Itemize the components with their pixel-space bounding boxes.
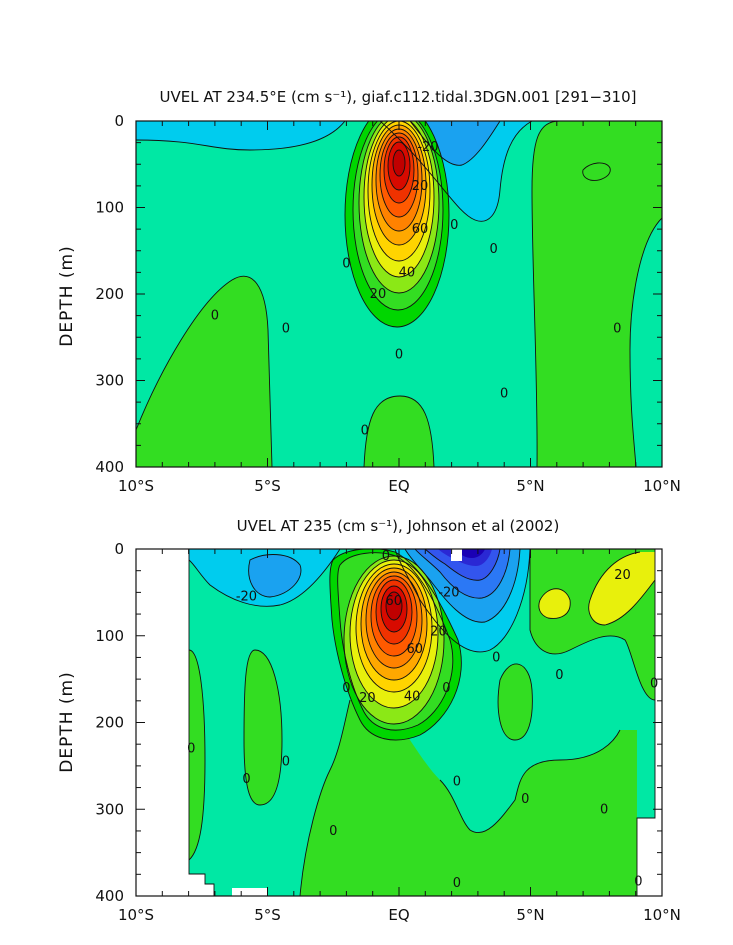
contour-label: 20 — [359, 691, 376, 706]
panel-2-contour-labels: -20 0 -20 60 20 60 40 20 0 0 0 0 20 0 0 0 0 0 0 0 0 0 0 — [187, 549, 658, 891]
contour-label: 0 — [442, 681, 450, 696]
x-tick-label: EQ — [388, 906, 409, 924]
panel-1-contour-labels: -20 20 60 40 20 0 0 0 0 0 0 0 0 0 — [211, 140, 622, 439]
contour-label: 40 — [399, 265, 416, 280]
contour-label: 0 — [650, 676, 658, 691]
x-tick-label: 5°S — [254, 477, 281, 495]
panel-1-fill — [136, 121, 662, 467]
contour-label: 0 — [187, 742, 195, 757]
contour-label: 0 — [600, 802, 608, 817]
contour-label: 0 — [382, 549, 390, 564]
x-tick-label: EQ — [388, 477, 409, 495]
x-tick-label: 10°N — [643, 477, 681, 495]
contour-label: 60 — [412, 222, 429, 237]
panel-2-west-negative-core — [248, 554, 301, 597]
panel-2-north-positive-lens — [498, 663, 533, 740]
y-tick-label: 200 — [95, 285, 124, 303]
panel-1-south-positive-region — [136, 276, 272, 467]
panel-1-north-positive-region — [532, 121, 662, 467]
contour-label: 0 — [342, 257, 350, 272]
contour-label: 0 — [634, 874, 642, 889]
x-tick-label: 5°N — [516, 906, 544, 924]
panel-1: UVEL AT 234.5°E (cm s⁻¹), giaf.c112.tida… — [57, 88, 681, 495]
contour-label: 20 — [412, 179, 429, 194]
contour-label: -20 — [417, 140, 438, 155]
panel-2-title: UVEL AT 235 (cm s⁻¹), Johnson et al (200… — [237, 517, 560, 535]
contour-label: 0 — [453, 774, 461, 789]
contour-label: 0 — [453, 876, 461, 891]
contour-label: 0 — [555, 668, 563, 683]
panel-1-deep-positive-region — [364, 396, 434, 467]
contour-label: 0 — [342, 681, 350, 696]
contour-label: 20 — [614, 568, 631, 583]
panel-2-yellow-north-b — [588, 552, 655, 625]
panel-1-north-negative-inner — [410, 121, 500, 166]
contour-label: 0 — [361, 424, 369, 439]
x-tick-label: 5°S — [254, 906, 281, 924]
y-tick-label: 400 — [95, 887, 124, 905]
panel-2-yellow-north-a — [538, 588, 571, 619]
panel-2-west-positive-region-a — [189, 650, 205, 860]
contour-label: 0 — [521, 792, 529, 807]
panel-1-ylabel: DEPTH (m) — [57, 245, 77, 346]
panel-2-contour-lines — [188, 549, 656, 896]
panel-2-west-positive-region-b — [244, 650, 282, 805]
y-tick-label: 300 — [95, 372, 124, 390]
contour-label: 20 — [370, 287, 387, 302]
y-tick-label: 400 — [95, 458, 124, 476]
y-tick-label: 0 — [114, 540, 124, 558]
contour-label: 0 — [282, 755, 290, 770]
panel-2-fill — [189, 549, 655, 896]
contour-label: 0 — [329, 824, 337, 839]
contour-label: 60 — [385, 594, 402, 609]
x-tick-label: 5°N — [516, 477, 544, 495]
contour-label: 0 — [282, 322, 290, 337]
contour-label: -20 — [236, 590, 257, 605]
contour-label: 0 — [450, 218, 458, 233]
contour-label: 0 — [242, 772, 250, 787]
y-tick-label: 200 — [95, 714, 124, 732]
y-tick-label: 100 — [95, 199, 124, 217]
panel-1-small-positive-spot — [582, 162, 611, 181]
y-tick-label: 100 — [95, 627, 124, 645]
contour-label: 40 — [404, 689, 421, 704]
panel-2-ylabel: DEPTH (m) — [57, 671, 77, 772]
x-tick-label: 10°N — [643, 906, 681, 924]
contour-label: 0 — [492, 650, 500, 665]
contour-label: 0 — [613, 322, 621, 337]
y-tick-label: 0 — [114, 112, 124, 130]
panel-2-undercurrent-core — [329, 549, 462, 741]
contour-label: 0 — [500, 386, 508, 401]
contour-label: 0 — [211, 309, 219, 324]
panel-1-title: UVEL AT 234.5°E (cm s⁻¹), giaf.c112.tida… — [160, 88, 637, 106]
panel-2-westward-jet — [395, 549, 530, 652]
contour-label: -20 — [438, 585, 459, 600]
x-tick-label: 10°S — [118, 477, 154, 495]
panel-2: UVEL AT 235 (cm s⁻¹), Johnson et al (200… — [57, 517, 681, 924]
panel-2-deep-positive-region — [300, 700, 637, 896]
contour-label: 0 — [490, 242, 498, 257]
contour-label: 60 — [407, 642, 424, 657]
contour-label: 0 — [395, 348, 403, 363]
contour-label: 20 — [430, 624, 447, 639]
x-tick-label: 10°S — [118, 906, 154, 924]
y-tick-label: 300 — [95, 800, 124, 818]
